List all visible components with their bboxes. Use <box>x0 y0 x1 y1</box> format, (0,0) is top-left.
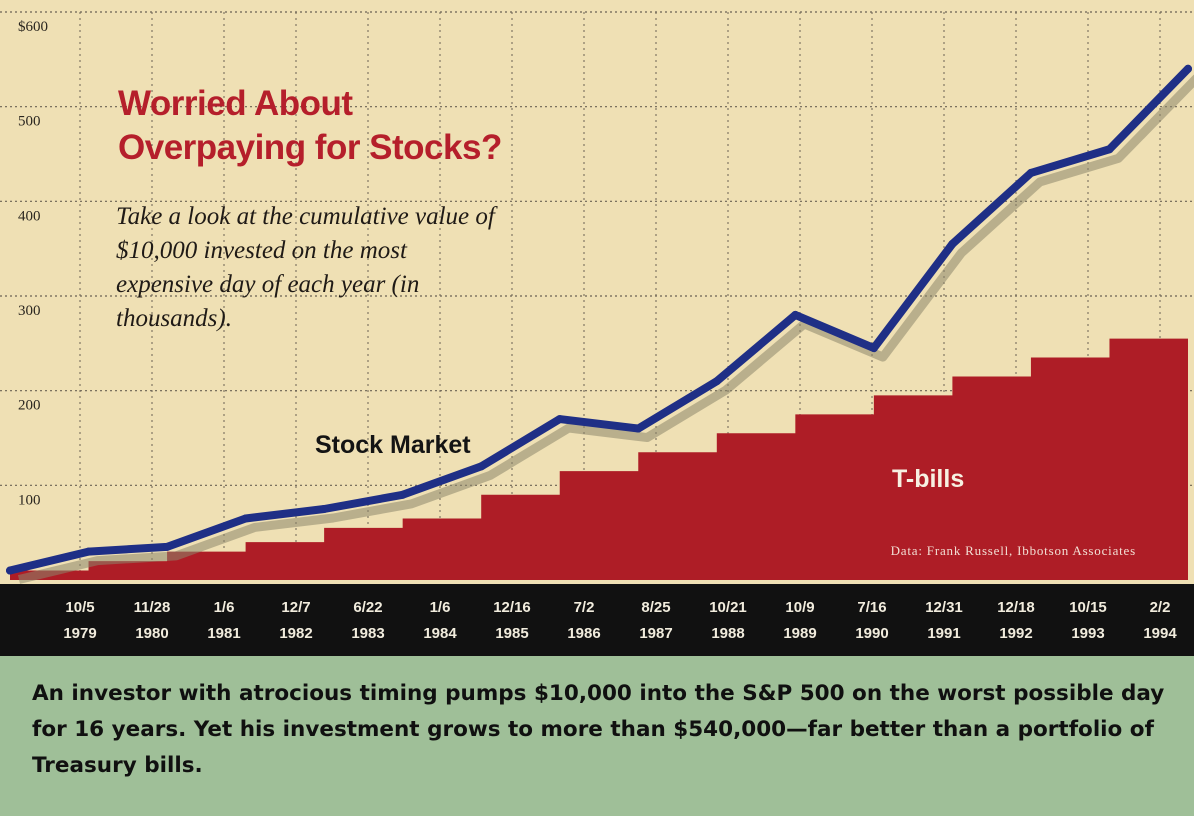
x-tick-year: 1994 <box>1143 625 1177 642</box>
x-tick-date: 8/25 <box>641 599 670 616</box>
x-tick-year: 1988 <box>711 625 744 642</box>
chart-title: Worried About Overpaying for Stocks? <box>118 84 502 167</box>
stock-line <box>6 64 1192 575</box>
x-tick-date: 10/9 <box>785 599 814 616</box>
series-tbills <box>10 319 1188 580</box>
x-tick-year: 1993 <box>1071 625 1104 642</box>
source-credit: Data: Frank Russell, Ibbotson Associates <box>891 543 1136 558</box>
x-tick-date: 12/31 <box>925 599 963 616</box>
stock-point <box>1026 168 1035 177</box>
x-tick-date: 1/6 <box>430 599 451 616</box>
x-tick-date: 6/22 <box>353 599 382 616</box>
stock-point <box>6 566 14 575</box>
x-tick-year: 1984 <box>423 625 457 642</box>
y-tick-label: 100 <box>18 492 41 508</box>
y-tick-label: $600 <box>18 19 48 35</box>
stock-point <box>84 547 93 556</box>
x-tick-year: 1987 <box>639 625 672 642</box>
x-tick-year: 1981 <box>207 625 240 642</box>
x-tick-year: 1986 <box>567 625 600 642</box>
stock-point <box>869 344 878 353</box>
y-axis-labels: $600 500 400 300 200 100 <box>18 19 48 508</box>
stock-point <box>320 505 329 513</box>
x-tick-date: 7/2 <box>574 599 595 616</box>
x-tick-date: 12/16 <box>493 599 531 616</box>
stock-market-series-label: Stock Market <box>315 431 471 459</box>
stock-line-shadow <box>17 74 1194 584</box>
x-tick-date: 11/28 <box>134 599 171 616</box>
stock-point <box>477 462 486 471</box>
x-tick-date: 10/15 <box>1069 599 1107 616</box>
x-tick-date: 1/6 <box>214 599 235 616</box>
x-tick-date: 7/16 <box>857 599 886 616</box>
tbills-series-label: T-bills <box>892 465 964 493</box>
stock-point <box>948 239 957 248</box>
x-axis-labels: 10/5 1979 11/28 1980 1/6 1981 12/7 1982 6/22 1983… <box>63 599 1177 642</box>
series-stock-market <box>6 64 1194 584</box>
x-tick-date: 12/18 <box>997 599 1035 616</box>
x-tick-date: 12/7 <box>281 599 310 616</box>
x-tick-year: 1992 <box>999 625 1032 642</box>
x-tick-date: 10/5 <box>65 599 94 616</box>
x-axis-band <box>0 584 1194 656</box>
y-tick-label: 200 <box>18 398 41 414</box>
stock-point <box>163 542 172 551</box>
stock-point <box>1184 64 1192 73</box>
x-tick-year: 1979 <box>63 625 96 642</box>
x-tick-year: 1982 <box>279 625 312 642</box>
x-tick-year: 1983 <box>351 625 384 642</box>
x-tick-year: 1980 <box>135 625 168 642</box>
x-tick-date: 2/2 <box>1150 599 1171 616</box>
y-tick-label: 400 <box>18 208 41 224</box>
chart-subtitle: Take a look at the cumulative value of $… <box>116 203 495 332</box>
stock-point <box>791 310 800 319</box>
stock-point <box>241 514 250 523</box>
x-tick-year: 1985 <box>495 625 528 642</box>
x-tick-date: 10/21 <box>709 599 747 616</box>
tbills-area <box>10 319 1188 580</box>
stock-point <box>712 377 721 386</box>
caption-text: An investor with atrocious timing pumps … <box>32 681 1165 778</box>
stock-point <box>555 415 564 424</box>
caption-band <box>0 656 1194 816</box>
x-tick-year: 1990 <box>855 625 888 642</box>
stock-point <box>634 424 643 433</box>
y-tick-label: 300 <box>18 303 41 319</box>
x-tick-year: 1991 <box>927 625 960 642</box>
stock-point <box>398 490 407 499</box>
x-tick-year: 1989 <box>783 625 816 642</box>
y-tick-label: 500 <box>18 114 41 130</box>
stock-point <box>1105 145 1114 154</box>
